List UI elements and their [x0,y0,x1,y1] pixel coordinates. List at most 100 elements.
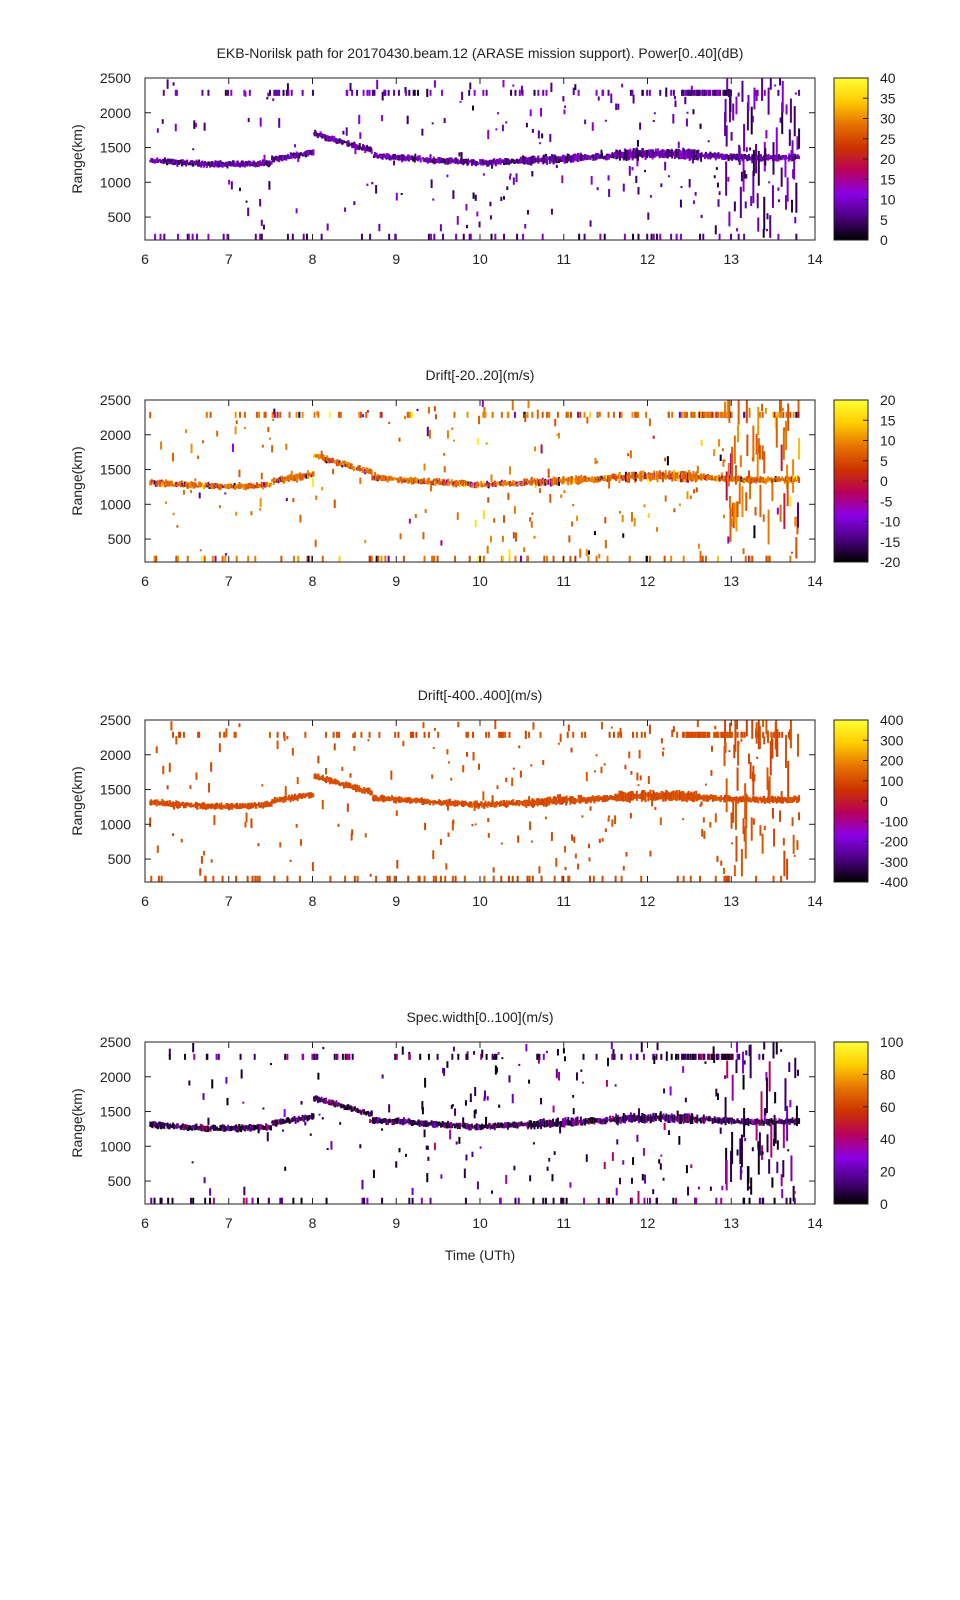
echo-cell [789,98,792,123]
echo-cell [166,160,169,166]
echo-cell [656,233,659,240]
echo-cell [620,875,623,882]
colorbar-tick-label: -100 [880,813,908,829]
echo-cell [483,484,486,487]
echo-cell [743,477,746,483]
echo-cell [510,160,513,163]
echo-cell [659,817,662,826]
echo-cell [433,80,436,88]
echo-cell [330,1141,333,1150]
echo-cell [160,1197,163,1204]
echo-cell [221,875,224,882]
chart-title: Drift[-400..400](m/s) [418,687,542,703]
echo-cell [325,1097,328,1104]
echo-cell [726,78,729,92]
echo-cell [587,796,590,803]
echo-cell [483,802,486,809]
echo-cell [268,181,271,190]
chart-title: Spec.width[0..100](m/s) [406,1009,553,1025]
echo-cell [176,1123,179,1128]
echo-cell [207,1127,210,1132]
echo-cell [482,791,485,801]
echo-cell [433,801,436,804]
echo-cell [786,799,789,803]
echo-cell [636,772,639,781]
echo-cell [745,793,748,828]
echo-cell [574,798,577,801]
echo-cell [575,798,578,803]
echo-cell [580,154,583,161]
echo-cell [362,89,365,96]
echo-cell [556,799,559,804]
echo-cell [577,863,580,870]
echo-cell [300,474,303,478]
echo-cell [168,803,171,807]
echo-cell [370,470,373,475]
echo-cell [230,485,233,488]
echo-cell [219,160,222,167]
echo-cell [188,803,191,807]
echo-cell [636,140,639,147]
echo-cell [440,540,443,546]
echo-cell [775,127,778,162]
echo-cell [687,89,690,96]
echo-cell [371,89,374,96]
echo-cell [247,555,250,562]
echo-cell [316,454,319,458]
echo-cell [348,1053,351,1060]
echo-cell [500,875,503,882]
echo-cell [724,111,727,136]
y-tick-label: 500 [108,531,132,547]
echo-cell [325,767,328,775]
echo-cell [387,153,390,160]
echo-cell [636,473,639,478]
echo-cell [228,179,231,185]
echo-cell [409,800,412,803]
echo-cell [601,478,604,481]
echo-cell [758,725,761,750]
echo-cell [533,478,536,484]
echo-cell [364,833,367,838]
echo-cell [561,796,564,804]
echo-cell [725,875,728,882]
echo-cell [170,1124,173,1128]
echo-cell [242,1128,245,1131]
echo-cell [785,734,788,769]
echo-cell [363,145,366,150]
echo-cell [682,89,685,96]
echo-cell [476,555,479,562]
echo-cell [399,533,402,540]
echo-cell [713,152,716,158]
echo-cell [689,792,692,801]
echo-cell [200,856,203,864]
echo-cell [258,1125,261,1131]
echo-cell [231,1126,234,1130]
echo-cell [607,175,610,181]
echo-cell [424,509,427,513]
echo-cell [477,482,480,486]
echo-cell [383,477,386,481]
echo-cell [357,465,360,471]
echo-cell [771,807,774,819]
echo-cell [529,481,532,486]
echo-cell [362,1109,365,1113]
echo-cell [510,89,513,96]
echo-cell [244,91,247,97]
echo-cell [716,411,719,418]
echo-cell [249,160,252,165]
echo-cell [521,89,524,96]
echo-cell [291,1117,294,1123]
echo-cell [434,480,437,486]
x-tick-label: 8 [309,573,317,589]
echo-cell [707,476,710,479]
echo-cell [735,501,738,532]
echo-cell [789,479,792,483]
colorbar-tick-label: -15 [880,534,900,550]
echo-cell [531,129,534,133]
echo-cell [333,137,336,141]
echo-cell [225,1127,228,1131]
echo-cell [768,181,771,184]
echo-cell [219,1125,222,1131]
echo-cell [264,482,267,488]
echo-cell [744,480,747,483]
